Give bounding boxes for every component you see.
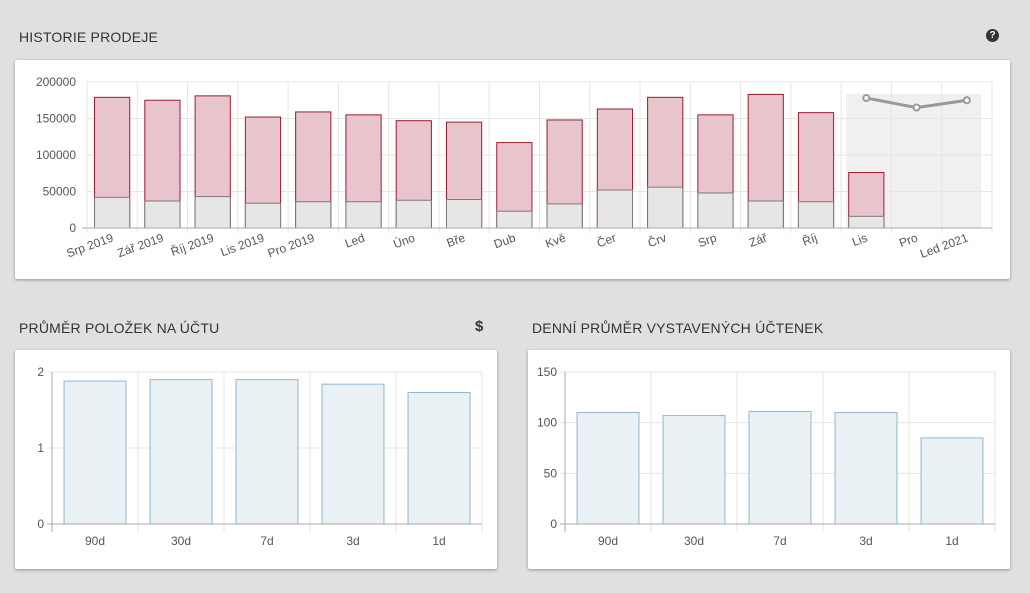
- x-tick-label: Zář 2019: [116, 231, 166, 261]
- y-tick-label: 100000: [36, 148, 76, 162]
- sales-bar-part: [496, 210, 533, 229]
- x-tick-label: Lis: [850, 231, 869, 249]
- y-tick-label: 2: [37, 365, 44, 379]
- sales-bar-part: [546, 203, 583, 229]
- sales-bar-part: [797, 201, 835, 229]
- y-tick-label: 150000: [36, 112, 76, 126]
- x-tick-label: Čer: [595, 230, 618, 251]
- x-tick-label: Pro: [897, 231, 920, 251]
- sales-bar-part: [244, 202, 282, 229]
- x-tick-label: Dub: [492, 231, 518, 252]
- x-tick-label: Úno: [391, 230, 417, 252]
- avg-items-bar: [407, 392, 471, 525]
- sales-bar-part: [395, 199, 432, 229]
- y-tick-label: 50: [544, 466, 558, 480]
- y-tick-label: 0: [69, 221, 76, 235]
- y-tick-label: 0: [550, 517, 557, 531]
- sales-bar-part: [94, 196, 131, 229]
- y-tick-label: 50000: [43, 185, 77, 199]
- x-tick-label: Kvě: [543, 231, 568, 251]
- x-tick-label: Říj 2019: [169, 230, 216, 259]
- x-tick-label: Črv: [646, 230, 669, 250]
- x-tick-label: 7d: [773, 534, 786, 548]
- sales-bar-part: [747, 200, 784, 229]
- x-tick-label: Bře: [445, 231, 468, 251]
- sales-history-chart: 0 50000 100000 150000 200000 Srp 2019 Zář 2019…: [36, 75, 993, 261]
- x-tick-label: Srp 2019: [65, 231, 116, 261]
- sales-bar-part: [647, 186, 684, 229]
- daily-receipts-bar: [576, 412, 640, 525]
- avg-items-bar: [321, 383, 385, 525]
- x-tick-label: 1d: [432, 534, 445, 548]
- sales-bar-part: [144, 200, 181, 229]
- y-tick-label: 150: [537, 365, 557, 379]
- x-tick-label: Led 2021: [918, 231, 970, 261]
- x-tick-label: Zář: [747, 230, 770, 250]
- x-tick-label: 1d: [945, 534, 958, 548]
- y-tick-label: 0: [37, 517, 44, 531]
- daily-receipts-bar: [748, 411, 812, 525]
- sales-bar-part: [445, 199, 483, 229]
- x-tick-label: 90d: [85, 534, 105, 548]
- daily-receipts-bar: [920, 437, 984, 525]
- x-tick-label: 90d: [598, 534, 618, 548]
- daily-receipts-title: DENNÍ PRŮMĚR VYSTAVENÝCH ÚČTENEK: [532, 320, 824, 336]
- daily-receipts-card: 0 50 100 150 90d 30d 7d 3d 1d: [528, 350, 1010, 569]
- forecast-point: [862, 94, 871, 103]
- daily-receipts-bar: [662, 415, 726, 525]
- sales-bar-part: [295, 201, 332, 229]
- sales-bar-part: [194, 196, 231, 229]
- sales-bar-part: [345, 201, 382, 229]
- forecast-point: [912, 103, 921, 112]
- x-tick-label: Říj: [800, 230, 819, 249]
- avg-items-bar: [149, 379, 213, 525]
- sales-bar-part: [596, 189, 634, 229]
- dollar-icon[interactable]: $: [475, 318, 484, 335]
- sales-history-title: HISTORIE PRODEJE: [19, 29, 159, 45]
- sales-bar-part: [848, 215, 885, 229]
- daily-receipts-bar: [834, 412, 898, 525]
- x-tick-label: Led: [343, 231, 367, 251]
- avg-items-title: PRŮMĚR POLOŽEK NA ÚČTU: [19, 320, 220, 336]
- x-tick-label: Pro 2019: [266, 231, 317, 261]
- x-tick-label: Lis 2019: [219, 231, 267, 260]
- question-circle-icon[interactable]: ?: [986, 29, 999, 42]
- avg-items-card: 0 1 2 90d 30d 7d 3d 1d: [15, 350, 497, 569]
- avg-items-bar: [63, 380, 127, 525]
- x-tick-label: 7d: [260, 534, 273, 548]
- y-tick-label: 100: [537, 416, 557, 430]
- y-tick-label: 1: [37, 441, 44, 455]
- y-tick-label: 200000: [36, 75, 76, 89]
- x-tick-label: 3d: [859, 534, 872, 548]
- x-tick-label: 30d: [684, 534, 704, 548]
- forecast-point: [962, 96, 971, 105]
- daily-receipts-chart: 0 50 100 150 90d 30d 7d 3d 1d: [537, 365, 996, 548]
- sales-history-card: 0 50000 100000 150000 200000 Srp 2019 Zář 2019…: [15, 60, 1010, 279]
- avg-items-chart: 0 1 2 90d 30d 7d 3d 1d: [37, 365, 483, 548]
- x-tick-label: 30d: [171, 534, 191, 548]
- sales-bar-part: [697, 192, 734, 229]
- x-tick-label: Srp: [696, 231, 719, 251]
- x-tick-label: 3d: [346, 534, 359, 548]
- avg-items-bar: [235, 379, 299, 525]
